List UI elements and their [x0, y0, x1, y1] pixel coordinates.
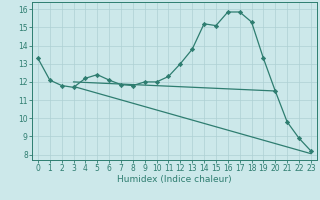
X-axis label: Humidex (Indice chaleur): Humidex (Indice chaleur) [117, 175, 232, 184]
